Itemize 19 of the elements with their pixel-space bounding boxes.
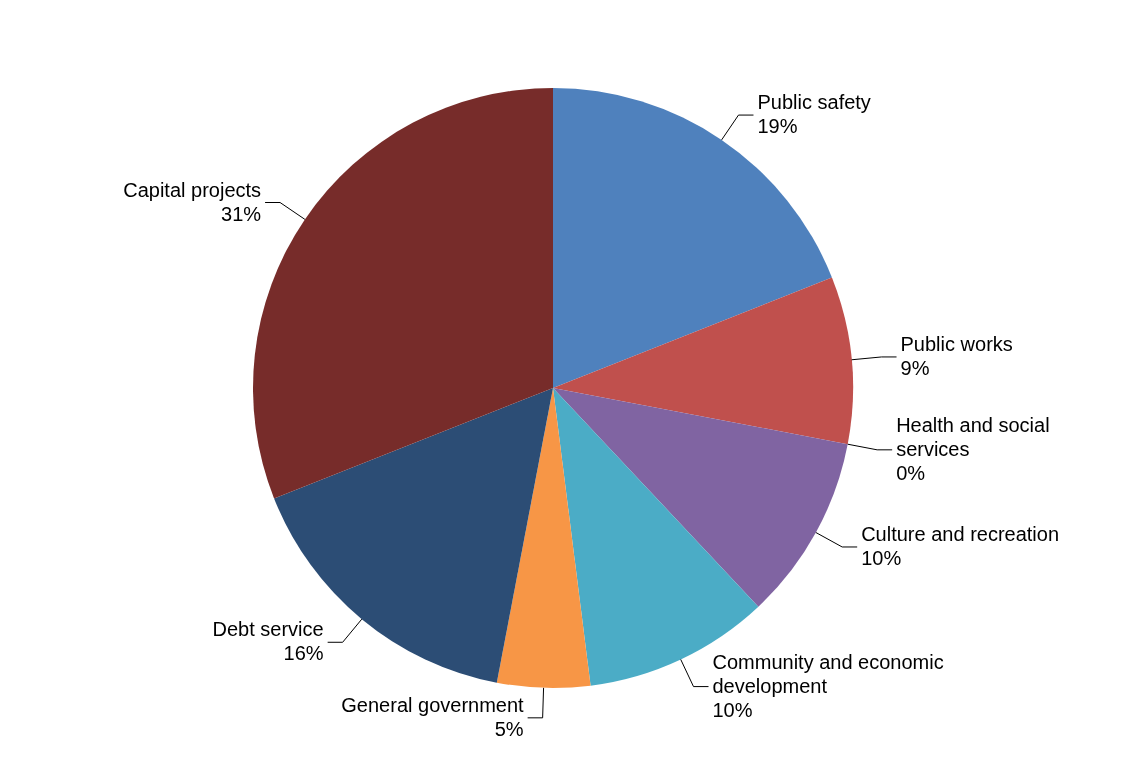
- pie-slice: [496, 388, 591, 688]
- data-label: 10%: [861, 546, 902, 569]
- slice-label: Capital projects: [123, 178, 262, 201]
- data-label: 19%: [757, 115, 798, 138]
- legend-label: Health and social services: [896, 413, 1050, 460]
- data-label: 31%: [221, 202, 262, 225]
- slice-label: Culture and recreation: [861, 522, 1060, 545]
- slice-label: Debt service: [212, 618, 324, 641]
- slice-label: Public works: [900, 332, 1013, 355]
- pie-slice: [553, 277, 853, 445]
- text: 0%: [896, 461, 926, 484]
- slice-label: Public safety: [757, 91, 871, 114]
- data-label: 9%: [900, 356, 930, 379]
- data-label: 5%: [494, 717, 524, 740]
- data-label: 10%: [712, 698, 753, 721]
- slice-label: Community and economic development: [712, 650, 944, 697]
- slice-label: General government: [341, 693, 525, 716]
- data-label: 16%: [283, 642, 324, 665]
- pie-slice: [553, 388, 848, 607]
